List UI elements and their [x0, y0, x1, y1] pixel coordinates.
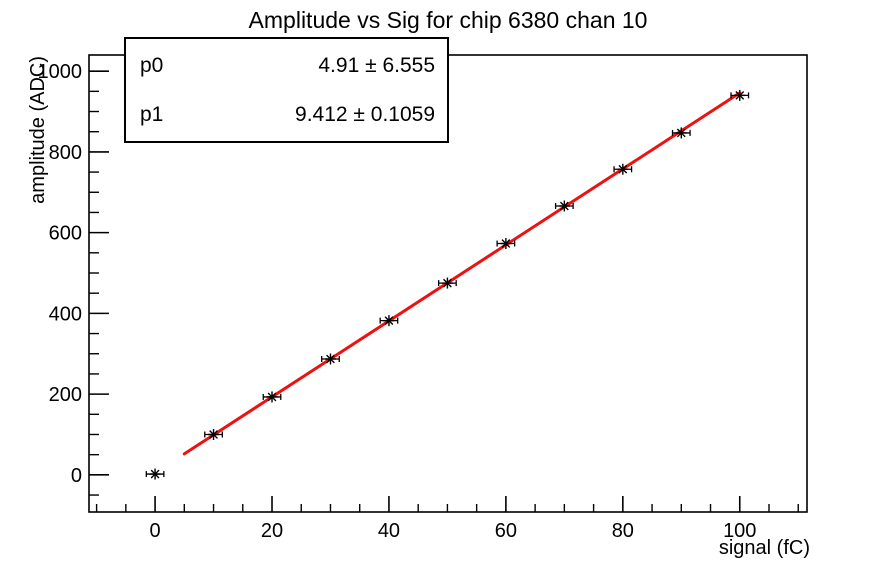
stat-row-p1: p1 9.412 ± 0.1059 — [140, 103, 435, 127]
x-axis-title: signal (fC) — [719, 537, 810, 559]
data-point — [613, 163, 633, 175]
asterisk-marker — [501, 239, 511, 248]
y-tick-label: 800 — [49, 142, 82, 164]
x-tick-label: 100 — [723, 520, 756, 542]
y-axis-title: amplitude (ADC) — [27, 56, 49, 204]
param-name-p1: p1 — [140, 102, 164, 126]
data-point — [379, 315, 399, 327]
asterisk-marker — [384, 316, 394, 326]
data-point — [145, 468, 165, 480]
x-tick-label: 20 — [261, 520, 283, 542]
param-name-p0: p0 — [140, 53, 164, 77]
asterisk-marker — [267, 392, 277, 402]
fit-line — [182, 91, 742, 456]
x-tick-label: 80 — [612, 520, 634, 542]
data-point — [554, 200, 574, 212]
y-tick-label: 200 — [49, 384, 82, 406]
data-series — [145, 89, 750, 480]
asterisk-marker — [559, 201, 569, 211]
param-value-p0: 4.91 ± 6.555 — [318, 53, 435, 77]
data-point — [262, 391, 282, 403]
x-tick-label: 40 — [378, 520, 400, 542]
asterisk-marker — [150, 469, 160, 479]
asterisk-marker — [443, 278, 452, 288]
data-point — [204, 428, 223, 440]
fit-stats-box: p0 4.91 ± 6.555 p1 9.412 ± 0.1059 — [124, 37, 449, 143]
asterisk-marker — [735, 90, 745, 100]
data-point — [671, 127, 691, 139]
asterisk-marker — [326, 354, 335, 364]
y-tick-label: 1000 — [38, 61, 83, 83]
stat-row-p0: p0 4.91 ± 6.555 — [140, 54, 435, 78]
y-tick-label: 0 — [71, 465, 82, 487]
asterisk-marker — [676, 128, 686, 138]
asterisk-marker — [209, 430, 218, 439]
y-tick-label: 600 — [49, 223, 82, 245]
data-point — [496, 238, 516, 250]
x-tick-label: 60 — [495, 520, 517, 542]
asterisk-marker — [618, 164, 628, 174]
y-tick-label: 400 — [49, 303, 82, 325]
data-point — [321, 353, 340, 365]
plot-title: Amplitude vs Sig for chip 6380 chan 10 — [248, 7, 648, 33]
data-point — [730, 89, 750, 101]
x-tick-label: 0 — [150, 520, 161, 542]
param-value-p1: 9.412 ± 0.1059 — [295, 102, 435, 126]
data-point — [437, 277, 457, 289]
